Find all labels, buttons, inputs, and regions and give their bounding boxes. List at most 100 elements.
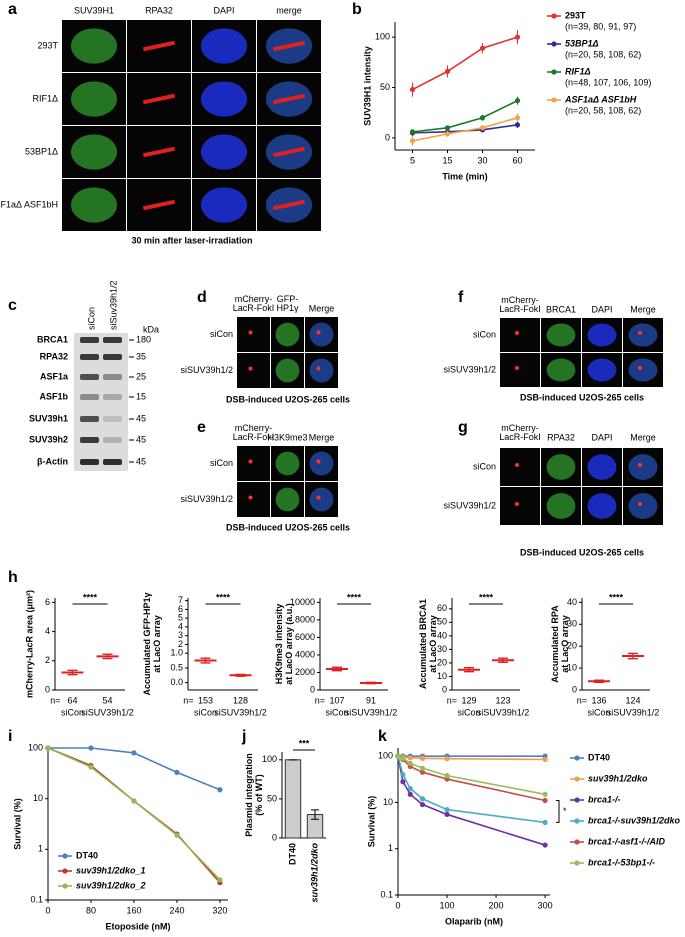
y-tick-label: 1	[388, 843, 393, 853]
y-tick-label: 0.0	[170, 677, 183, 687]
n-value: 136	[591, 695, 606, 705]
signal	[587, 323, 617, 347]
y-tick-label: 40	[567, 597, 577, 607]
signal	[142, 146, 176, 158]
signal	[275, 487, 300, 512]
column-header: DAPI	[213, 5, 234, 15]
legend-swatch	[551, 97, 557, 103]
y-tick-label: 0.1	[380, 889, 393, 899]
y-tick-label: 50	[380, 82, 390, 92]
signal	[275, 451, 300, 476]
y-tick-label: 50	[267, 793, 277, 803]
lane-label: siSuv39h1/2	[108, 280, 118, 330]
legend-label: brca1-/-	[588, 794, 621, 804]
y-tick-label: 2	[45, 655, 50, 665]
panel-label: k	[378, 728, 387, 745]
blot	[74, 333, 128, 471]
y-tick-label: 0	[442, 684, 447, 694]
column-header-line: mCherry-	[235, 423, 273, 433]
signal	[316, 366, 321, 371]
protein-label: RPA32	[40, 351, 68, 361]
y-tick-label: 1	[38, 844, 43, 854]
caption: DSB-induced U2OS-265 cells	[520, 392, 644, 402]
column-header: RPA32	[145, 5, 173, 15]
band	[80, 416, 99, 422]
data-point	[542, 756, 548, 763]
significance-bracket	[556, 800, 560, 823]
unit-label: kDa	[143, 324, 159, 334]
signal	[309, 451, 334, 476]
x-tick-label: 30	[477, 155, 487, 165]
signal	[316, 459, 321, 464]
micrograph	[500, 353, 540, 387]
column-header-line: LacR-FokI	[499, 432, 541, 442]
panel-label: a	[8, 1, 17, 18]
signal	[515, 366, 519, 370]
signal	[200, 81, 248, 117]
y-axis-label-line: at LacO array	[560, 615, 570, 673]
x-tick-label: siCon	[325, 707, 348, 717]
y-axis-label-line: Accumulated GFP-HP1γ	[142, 592, 152, 695]
kda-label: 25	[136, 371, 146, 381]
legend-label: suv39h1/2dko_1	[76, 865, 146, 875]
error-bar	[498, 657, 508, 663]
signal	[248, 366, 253, 371]
column-header: BRCA1	[546, 304, 576, 314]
signal	[142, 93, 176, 105]
data-point	[514, 34, 521, 40]
y-tick-label: 2	[178, 639, 183, 649]
data-point	[400, 771, 406, 778]
column-header: mCherry-LacR-FokI	[233, 294, 275, 313]
n-value: 91	[366, 695, 376, 705]
y-tick-label: 40	[437, 630, 447, 640]
signal	[515, 331, 519, 335]
column-header: DAPI	[591, 432, 612, 442]
band	[80, 437, 99, 443]
legend-swatch	[574, 797, 580, 803]
signal	[272, 40, 306, 52]
series-line	[47, 747, 221, 881]
data-point	[407, 785, 413, 792]
row-label: siSUV39h1/2	[443, 500, 496, 510]
y-tick-label: 4000	[295, 649, 315, 659]
signal	[309, 358, 334, 383]
signal	[70, 28, 118, 64]
band	[103, 337, 122, 343]
significance: ****	[479, 592, 494, 602]
lane-label: siCon	[86, 307, 96, 330]
legend-note: (n=48, 107, 106, 109)	[565, 77, 651, 87]
n-label: n=	[315, 695, 325, 705]
data-point	[514, 115, 521, 121]
data-point	[444, 811, 450, 818]
signal	[248, 330, 253, 335]
micrograph	[237, 317, 270, 352]
column-header: mCherry-LacR-FokI	[233, 423, 275, 442]
y-tick-label: 0	[572, 684, 577, 694]
x-tick-label: 0	[45, 905, 50, 915]
protein-label: BRCA1	[37, 334, 68, 344]
n-label: n=	[183, 695, 193, 705]
legend-label: RIF1Δ	[565, 66, 591, 76]
signal	[200, 28, 248, 64]
x-tick-label: 5	[410, 155, 415, 165]
band	[103, 416, 122, 422]
signal	[272, 199, 306, 211]
series-line	[412, 116, 518, 142]
data-point	[542, 819, 548, 826]
row-label: 293T	[37, 40, 58, 50]
x-tick-label: 0	[395, 900, 400, 910]
data-point	[400, 779, 406, 785]
row-label: 53BP1Δ	[25, 146, 58, 156]
column-header-line: mCherry-	[501, 423, 539, 433]
x-tick-label: siSUV39h1/2	[345, 707, 398, 717]
data-point	[400, 755, 406, 761]
column-header-line: mCherry-	[235, 294, 273, 304]
series-line	[412, 36, 518, 91]
legend-note: (n=39, 80, 91, 97)	[565, 21, 636, 31]
signal	[546, 358, 576, 382]
row-label: ASF1aΔ ASF1bH	[0, 199, 58, 209]
panel-label: i	[8, 728, 12, 745]
legend-swatch	[574, 860, 580, 866]
series-line	[397, 755, 546, 802]
band	[103, 354, 122, 360]
